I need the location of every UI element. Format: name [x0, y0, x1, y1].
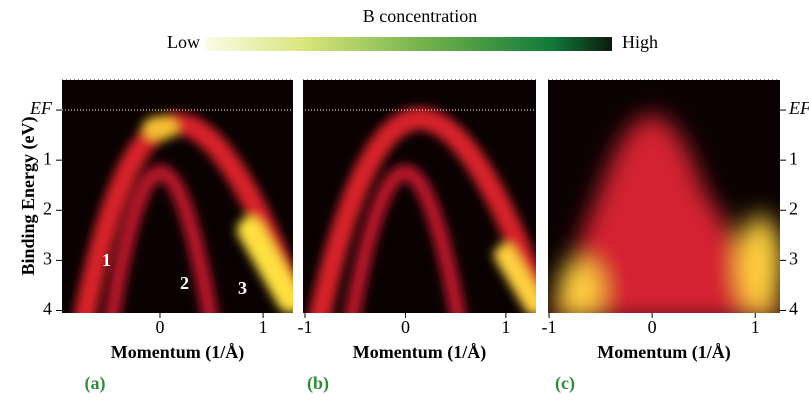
y-tick-label: EF: [788, 98, 809, 118]
x-axis-label: Momentum (1/Å): [597, 342, 730, 363]
x-tick-label: -1: [542, 317, 557, 337]
colorbar-high: High: [622, 32, 658, 52]
panel-label: (a): [85, 373, 106, 394]
colorbar: [205, 37, 612, 51]
x-tick-label: 1: [501, 317, 510, 337]
x-tick-label: 0: [401, 317, 410, 337]
colorbar-title: B concentration: [363, 6, 477, 26]
x-axis-label: Momentum (1/Å): [353, 342, 486, 363]
colorbar-low: Low: [167, 32, 200, 52]
y-tick-label: 4: [43, 299, 52, 319]
y-tick-label: 1: [43, 148, 52, 168]
y-tick-label: 2: [43, 198, 52, 218]
band-label: 2: [180, 273, 189, 293]
x-tick-label: 0: [648, 317, 657, 337]
spectrum-a: [62, 80, 293, 313]
x-tick-label: 1: [259, 317, 268, 337]
panel-label: (c): [555, 373, 575, 394]
x-tick-label: 1: [751, 317, 760, 337]
y-tick-label: 3: [43, 249, 52, 269]
y-tick-label: 3: [789, 249, 798, 269]
y-tick-label: 2: [789, 198, 798, 218]
spectrum-c: [548, 80, 780, 313]
y-tick-label: EF: [29, 98, 53, 118]
y-tick-label: 4: [789, 299, 798, 319]
x-tick-label: 0: [155, 317, 164, 337]
band-label: 1: [102, 250, 111, 270]
x-tick-label: -1: [298, 317, 313, 337]
panel-label: (b): [307, 373, 329, 394]
band-label: 3: [238, 278, 247, 298]
x-axis-label: Momentum (1/Å): [111, 342, 244, 363]
y-axis-label: Binding Energy (eV): [18, 116, 39, 275]
spectrum-b: [303, 80, 536, 313]
y-tick-label: 1: [789, 148, 798, 168]
